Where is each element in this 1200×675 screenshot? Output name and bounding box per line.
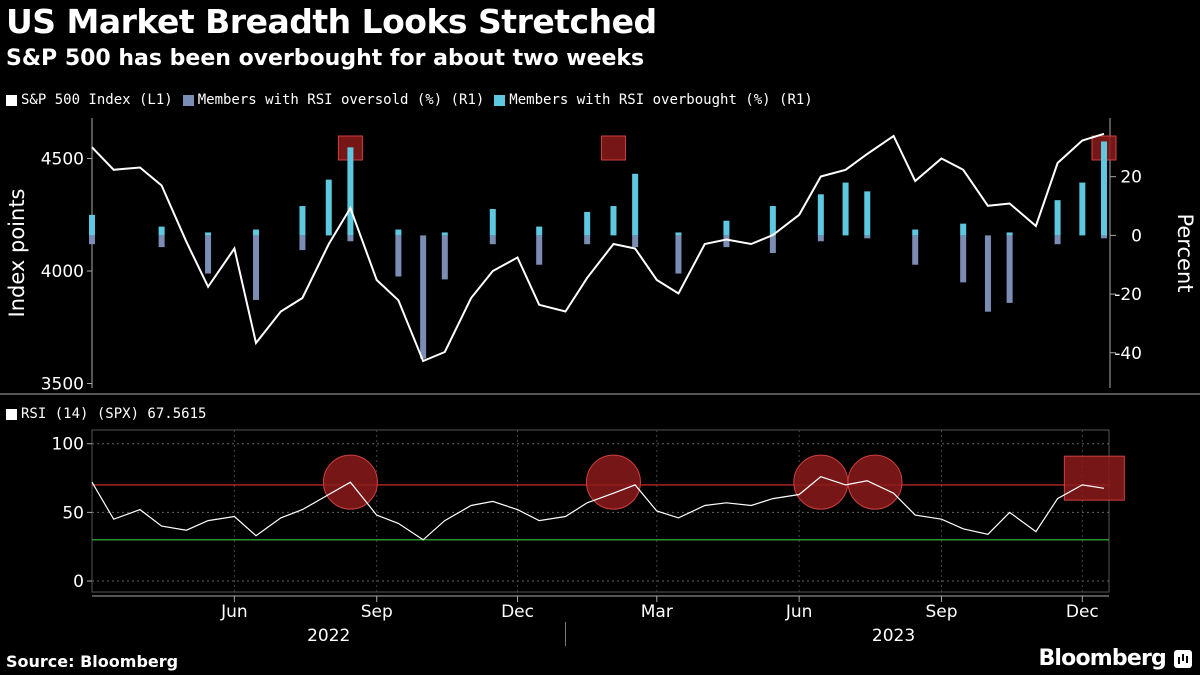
source-note: Source: Bloomberg xyxy=(6,652,179,671)
left-tick-label: 4500 xyxy=(41,150,84,170)
chart-subtitle: S&P 500 has been overbought for about tw… xyxy=(6,46,645,71)
overbought-bar xyxy=(723,220,730,236)
overbought-bar xyxy=(817,194,824,236)
oversold-bar xyxy=(253,235,260,300)
overbought-bar xyxy=(960,223,967,236)
x-tick-label: Sep xyxy=(361,602,393,622)
legend-swatch-spx xyxy=(6,94,17,106)
overbought-bar xyxy=(584,211,591,236)
chart-title: US Market Breadth Looks Stretched xyxy=(6,2,657,41)
oversold-bar xyxy=(912,235,919,265)
overbought-bar xyxy=(1006,232,1013,236)
overbought-bar xyxy=(1079,182,1086,236)
overbought-bar xyxy=(89,214,95,236)
overbought-bar xyxy=(205,232,212,236)
oversold-bar xyxy=(1054,235,1061,245)
overbought-bar xyxy=(299,206,306,236)
overbought-bar xyxy=(536,226,543,236)
legend-label-spx: S&P 500 Index (L1) xyxy=(21,92,173,108)
oversold-bar xyxy=(489,235,496,245)
bloomberg-icon xyxy=(1174,650,1192,668)
x-tick-label: Jun xyxy=(220,602,248,622)
oversold-bar xyxy=(675,235,682,274)
left-tick-label: 4000 xyxy=(41,262,84,282)
oversold-bar xyxy=(89,235,95,245)
rsi-legend: RSI (14) (SPX) 67.5615 xyxy=(6,406,206,422)
right-tick-label: -20 xyxy=(1114,285,1142,305)
legend-swatch-rsi xyxy=(6,408,17,420)
right-tick-label: 0 xyxy=(1131,226,1142,246)
highlight-box-top xyxy=(600,135,626,161)
overbought-bar xyxy=(632,173,639,236)
rsi-tick-label: 0 xyxy=(73,572,84,592)
overbought-bar xyxy=(610,206,617,236)
legend-item-oversold: Members with RSI oversold (%) (R1) xyxy=(182,92,485,108)
overbought-bar xyxy=(441,232,448,236)
legend-label-overbought: Members with RSI overbought (%) (R1) xyxy=(509,92,813,108)
highlight-box-rsi xyxy=(1063,455,1125,501)
x-tick-label: Sep xyxy=(925,602,957,622)
oversold-bar xyxy=(864,235,871,239)
legend-swatch-overbought xyxy=(494,94,506,106)
oversold-bar xyxy=(1006,235,1013,303)
oversold-bar xyxy=(347,235,354,242)
overbought-bar xyxy=(864,191,871,236)
x-tick-label: Dec xyxy=(501,602,534,622)
rsi-frame xyxy=(91,429,1110,593)
oversold-bar xyxy=(817,235,824,242)
oversold-bar xyxy=(205,235,212,274)
x-tick-label: Jun xyxy=(785,602,813,622)
overbought-bar xyxy=(1054,200,1061,236)
oversold-bar xyxy=(984,235,991,312)
x-year-label: 2022 xyxy=(307,626,350,646)
oversold-bar xyxy=(536,235,543,265)
right-tick-label: -40 xyxy=(1114,344,1142,364)
rsi-legend-label: RSI (14) (SPX) 67.5615 xyxy=(21,406,207,422)
overbought-bar xyxy=(253,229,260,236)
left-tick-label: 3500 xyxy=(41,375,84,395)
overbought-bar xyxy=(489,208,496,236)
overbought-bar xyxy=(769,206,776,236)
x-tick-label: Dec xyxy=(1066,602,1099,622)
oversold-bar xyxy=(1101,235,1107,239)
oversold-bar xyxy=(723,235,730,248)
legend-item-spx: S&P 500 Index (L1) xyxy=(6,92,173,108)
rsi-tick-label: 50 xyxy=(62,503,84,523)
x-year-label: 2023 xyxy=(872,626,915,646)
highlight-circle-rsi xyxy=(585,454,641,510)
overbought-bar xyxy=(158,226,165,236)
oversold-bar xyxy=(960,235,967,283)
legend: S&P 500 Index (L1) Members with RSI over… xyxy=(6,92,813,108)
brand-logo: Bloomberg xyxy=(1038,646,1166,671)
overbought-bar xyxy=(842,182,849,236)
oversold-bar xyxy=(420,235,427,359)
highlight-circle-rsi xyxy=(847,454,903,510)
oversold-bar xyxy=(632,235,639,248)
highlight-circle-rsi xyxy=(793,454,849,510)
oversold-bar xyxy=(158,235,165,248)
oversold-bar xyxy=(395,235,402,277)
overbought-bar xyxy=(325,179,332,236)
x-tick-label: Mar xyxy=(641,602,673,622)
oversold-bar xyxy=(584,235,591,245)
spx-line xyxy=(91,132,1105,363)
oversold-bar xyxy=(769,235,776,253)
legend-swatch-oversold xyxy=(182,94,194,106)
overbought-bar xyxy=(1101,141,1107,236)
overbought-bar xyxy=(395,229,402,236)
overbought-bar xyxy=(912,229,919,236)
oversold-bar xyxy=(299,235,306,251)
legend-item-overbought: Members with RSI overbought (%) (R1) xyxy=(494,92,813,108)
oversold-bar xyxy=(441,235,448,280)
overbought-bar xyxy=(675,232,682,236)
rsi-tick-label: 100 xyxy=(52,435,84,455)
right-axis-label: Percent xyxy=(1173,213,1197,292)
overbought-bar xyxy=(347,147,354,236)
left-axis-label: Index points xyxy=(5,189,29,318)
legend-label-oversold: Members with RSI oversold (%) (R1) xyxy=(197,92,485,108)
right-tick-label: 20 xyxy=(1120,168,1142,188)
rsi-line xyxy=(91,476,1105,541)
